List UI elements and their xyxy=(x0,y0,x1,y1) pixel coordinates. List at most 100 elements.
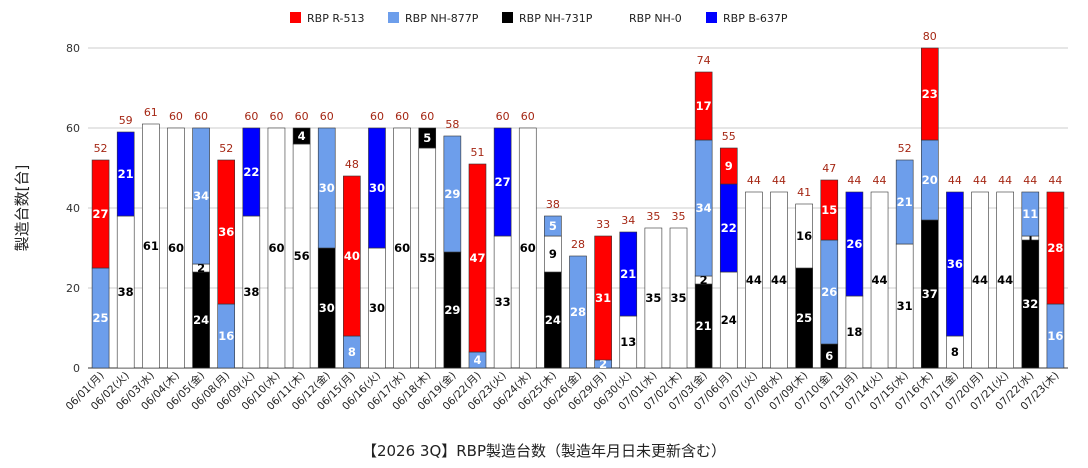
bar-group: 44 44 xyxy=(870,174,889,369)
bar-group: 8 36 44 xyxy=(946,174,964,369)
data-label: 28 xyxy=(1047,241,1063,255)
legend-label: RBP NH-731P xyxy=(519,12,593,25)
total-label: 60 xyxy=(169,110,183,123)
data-label: 60 xyxy=(168,241,184,255)
data-label: 34 xyxy=(193,189,209,203)
bar-segment xyxy=(242,127,261,217)
total-label: 51 xyxy=(470,146,484,159)
bar-segment xyxy=(895,159,914,245)
data-label: 11 xyxy=(1022,207,1038,221)
data-label: 15 xyxy=(821,203,837,217)
data-label: 23 xyxy=(922,87,938,101)
total-label: 35 xyxy=(646,210,660,223)
bar-group: 28 28 xyxy=(569,238,587,369)
total-label: 44 xyxy=(747,174,761,187)
total-label: 34 xyxy=(621,214,635,227)
data-label: 35 xyxy=(645,291,661,305)
legend-label: RBP R-513 xyxy=(307,12,364,25)
data-label: 17 xyxy=(696,99,712,113)
total-label: 60 xyxy=(194,110,208,123)
bar-segment xyxy=(1021,191,1040,237)
data-label: 26 xyxy=(846,237,862,251)
total-label: 80 xyxy=(923,30,937,43)
legend-label: RBP NH-0 xyxy=(629,12,682,25)
total-label: 48 xyxy=(345,158,359,171)
total-label: 44 xyxy=(998,174,1012,187)
legend-item: RBP NH-731P xyxy=(502,12,593,25)
bar-group: 30 30 60 xyxy=(368,110,386,369)
data-label: 22 xyxy=(243,165,259,179)
total-label: 28 xyxy=(571,238,585,251)
bar-segment xyxy=(493,127,512,237)
data-label: 2 xyxy=(700,273,708,287)
total-label: 52 xyxy=(94,142,108,155)
bar-segment xyxy=(518,127,537,369)
legend-swatch xyxy=(290,12,301,23)
total-label: 60 xyxy=(269,110,283,123)
bar-segment xyxy=(920,47,939,141)
data-label: 60 xyxy=(394,241,410,255)
bar-segment xyxy=(418,127,437,149)
legend-swatch xyxy=(612,12,623,23)
data-label: 31 xyxy=(595,291,611,305)
bar-group: 16 28 44 xyxy=(1046,174,1065,369)
bar-group: 8 40 48 xyxy=(343,158,361,369)
data-label: 44 xyxy=(771,273,787,287)
bar-segment xyxy=(745,191,763,369)
data-label: 44 xyxy=(746,273,762,287)
data-label: 34 xyxy=(696,201,712,215)
bar-group: 35 35 xyxy=(644,210,663,369)
data-label: 38 xyxy=(243,285,259,299)
bar-group: 60 60 xyxy=(518,110,537,369)
data-label: 5 xyxy=(423,131,431,145)
total-label: 41 xyxy=(797,186,811,199)
legend-label: RBP B-637P xyxy=(723,12,788,25)
bar-group: 60 60 xyxy=(267,110,286,369)
total-label: 44 xyxy=(948,174,962,187)
data-label: 55 xyxy=(419,251,435,265)
total-label: 58 xyxy=(445,118,459,131)
x-axis-ticks: 06/01(月)06/02(火)06/03(水)06/04(木)06/05(金)… xyxy=(64,369,1062,413)
bar-segment xyxy=(619,231,638,317)
total-label: 60 xyxy=(320,110,334,123)
data-label: 44 xyxy=(872,273,888,287)
data-label: 36 xyxy=(218,225,234,239)
bar-group: 38 21 59 xyxy=(116,114,135,369)
bar-segment xyxy=(217,159,236,305)
data-label: 2 xyxy=(197,261,205,275)
bar-segment xyxy=(192,127,210,265)
bar-group: 60 60 xyxy=(393,110,411,369)
total-label: 60 xyxy=(521,110,535,123)
legend-item: RBP B-637P xyxy=(706,12,788,25)
y-tick-label: 20 xyxy=(66,282,80,295)
legend-item: RBP NH-877P xyxy=(388,12,479,25)
bar-group: 6 26 15 47 xyxy=(820,162,839,369)
total-label: 52 xyxy=(898,142,912,155)
data-label: 4 xyxy=(298,129,306,143)
bar-segment xyxy=(719,147,738,185)
data-label: 47 xyxy=(469,251,485,265)
total-label: 60 xyxy=(370,110,384,123)
data-label: 16 xyxy=(218,329,234,343)
y-tick-label: 0 xyxy=(73,362,80,375)
data-label: 9 xyxy=(725,159,733,173)
bar-group: 60 60 xyxy=(167,110,185,369)
bar-group: 18 26 44 xyxy=(845,174,864,369)
bar-segment xyxy=(795,203,813,269)
bar-group: 56 4 60 xyxy=(292,110,311,369)
bar-segment xyxy=(1046,191,1065,305)
bar-segment xyxy=(343,175,361,337)
bar-segment xyxy=(594,235,612,361)
data-label: 21 xyxy=(118,167,134,181)
data-label: 9 xyxy=(549,247,557,261)
bar-group: 61 61 xyxy=(142,106,160,369)
data-label: 24 xyxy=(721,313,737,327)
bar-segment xyxy=(770,191,788,369)
data-label: 36 xyxy=(947,257,963,271)
legend-label: RBP NH-877P xyxy=(405,12,479,25)
legend-swatch xyxy=(706,12,717,23)
